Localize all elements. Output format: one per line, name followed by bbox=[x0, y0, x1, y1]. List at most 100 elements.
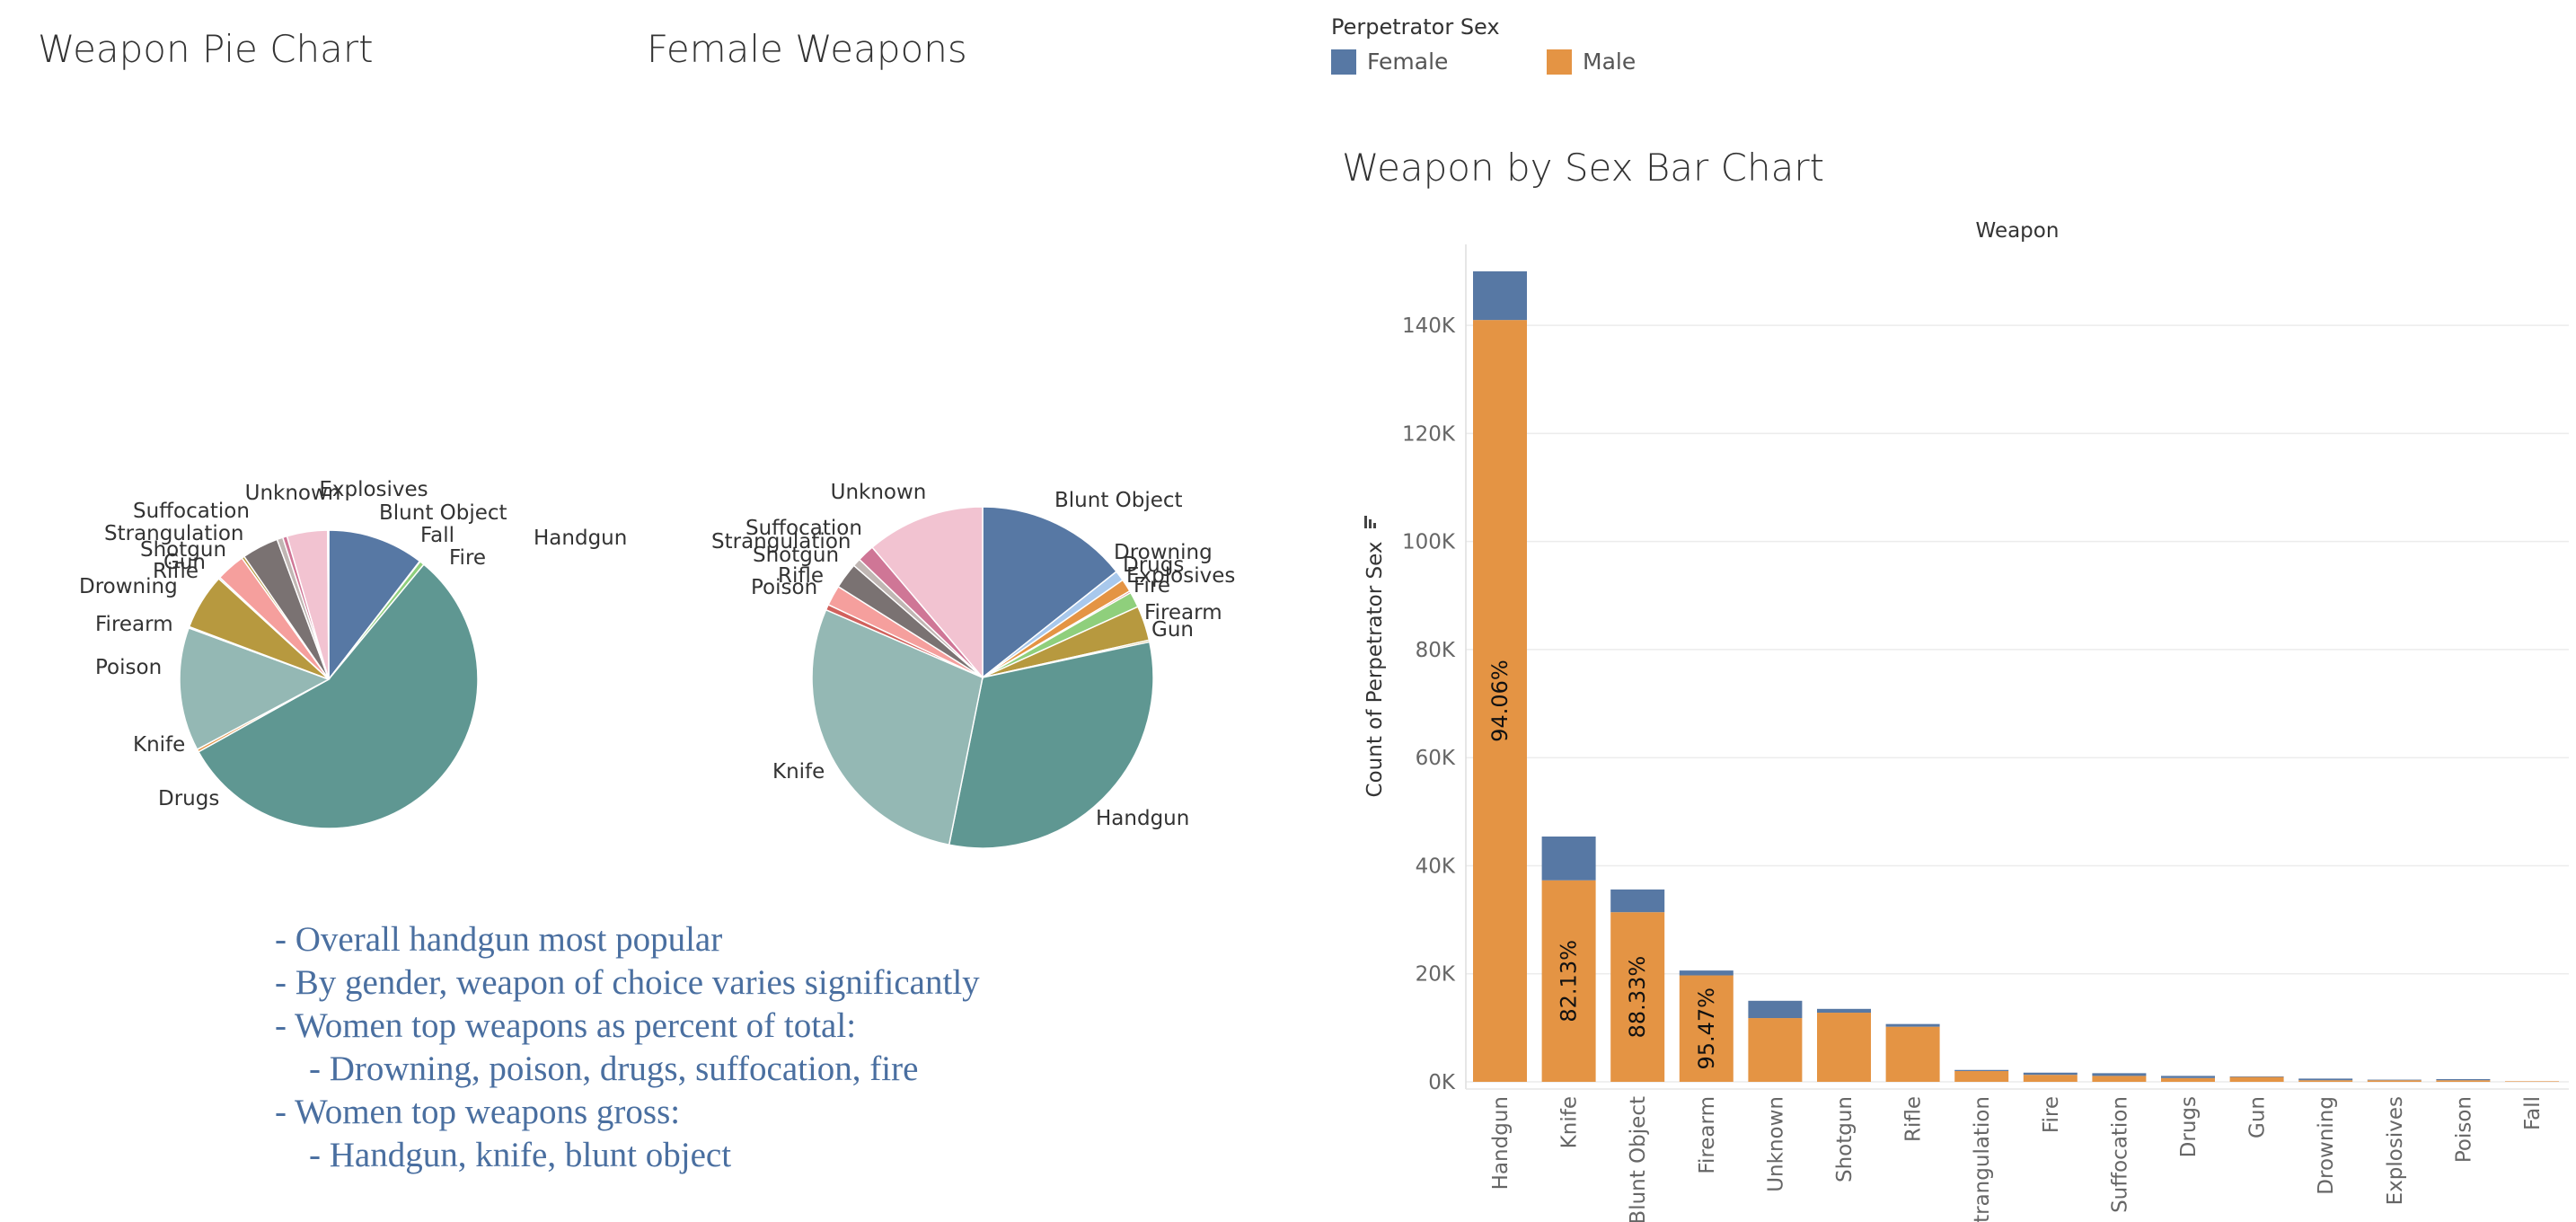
bar-male-strangulation[interactable] bbox=[1954, 1070, 2009, 1082]
note-line: - Women top weapons gross: bbox=[275, 1093, 681, 1131]
x-tick-label-blunt-object: Blunt Object bbox=[1627, 1096, 1650, 1222]
bar-male-fall[interactable] bbox=[2505, 1081, 2559, 1082]
note-line: - By gender, weapon of choice varies sig… bbox=[275, 963, 980, 1002]
pie2-label-firearm: Firearm bbox=[1144, 601, 1222, 624]
bar-female-firearm[interactable] bbox=[1679, 970, 1734, 976]
pie1-label-poison: Poison bbox=[95, 656, 162, 679]
pie2-label-unknown: Unknown bbox=[831, 481, 927, 504]
note-line: - Handgun, knife, blunt object bbox=[309, 1136, 732, 1174]
legend-item-female[interactable]: Female bbox=[1331, 49, 1547, 75]
x-tick-label-knife: Knife bbox=[1558, 1096, 1582, 1148]
bar-female-suffocation[interactable] bbox=[2092, 1073, 2147, 1076]
pie1-slice-explosives[interactable] bbox=[327, 529, 330, 680]
pie1-label-firearm: Firearm bbox=[95, 613, 173, 636]
note-line: - Drowning, poison, drugs, suffocation, … bbox=[309, 1049, 919, 1088]
bar-chart-title: Weapon by Sex Bar Chart bbox=[1342, 146, 1825, 190]
note-line: - Overall handgun most popular bbox=[275, 920, 723, 959]
pie2-label-explosives: Explosives bbox=[1126, 564, 1235, 588]
y-tick-label: 100K bbox=[1402, 531, 1456, 554]
pie1-slice-knife[interactable] bbox=[179, 626, 331, 751]
bar-female-gun[interactable] bbox=[2229, 1076, 2284, 1077]
pie2-label-gun: Gun bbox=[1151, 618, 1194, 642]
legend-swatch-male bbox=[1547, 49, 1572, 75]
bar-pct-label-firearm: 95.47% bbox=[1694, 987, 1719, 1070]
bar-male-drugs[interactable] bbox=[2161, 1077, 2215, 1082]
bar-female-fire[interactable] bbox=[2023, 1072, 2078, 1076]
bar-pct-label-handgun: 94.06% bbox=[1487, 660, 1513, 742]
pie2-slice-unknown[interactable] bbox=[871, 506, 984, 680]
sort-icon[interactable] bbox=[1364, 516, 1367, 528]
bar-female-knife[interactable] bbox=[1541, 836, 1596, 881]
bar-female-explosives[interactable] bbox=[2367, 1079, 2422, 1081]
x-tick-label-explosives: Explosives bbox=[2384, 1096, 2407, 1205]
pie2-slice-handgun[interactable] bbox=[948, 641, 1154, 849]
x-tick-label-drowning: Drowning bbox=[2315, 1096, 2338, 1195]
sex-legend[interactable]: Perpetrator Sex Female Male bbox=[1331, 14, 1762, 75]
bar-male-firearm[interactable] bbox=[1679, 975, 1734, 1082]
y-tick-label: 0K bbox=[1428, 1071, 1456, 1094]
sort-icon[interactable] bbox=[1369, 519, 1372, 528]
pie1-label-fire: Fire bbox=[449, 546, 486, 570]
y-tick-label: 120K bbox=[1402, 422, 1456, 446]
pie2-slice-knife[interactable] bbox=[811, 608, 984, 846]
bar-male-explosives[interactable] bbox=[2367, 1080, 2422, 1082]
bar-male-poison[interactable] bbox=[2436, 1080, 2491, 1082]
x-tick-label-unknown: Unknown bbox=[1764, 1096, 1787, 1192]
bar-male-shotgun[interactable] bbox=[1817, 1013, 1871, 1082]
bar-female-shotgun[interactable] bbox=[1817, 1008, 1871, 1014]
y-tick-label: 140K bbox=[1402, 314, 1456, 338]
y-tick-label: 60K bbox=[1416, 747, 1456, 770]
pie1-label-drugs: Drugs bbox=[158, 787, 219, 810]
pie2-label-rifle: Rifle bbox=[778, 564, 824, 588]
x-tick-label-fire: Fire bbox=[2040, 1096, 2063, 1133]
bar-male-suffocation[interactable] bbox=[2092, 1076, 2147, 1082]
pie1-label-blunt-object: Blunt Object bbox=[379, 501, 507, 525]
pie1-label-gun: Gun bbox=[163, 551, 206, 574]
pie2-label-fire: Fire bbox=[1134, 574, 1170, 598]
legend-label-male: Male bbox=[1583, 49, 1636, 75]
pie1-label-handgun: Handgun bbox=[534, 527, 627, 550]
bar-female-drugs[interactable] bbox=[2161, 1076, 2215, 1078]
bar-male-knife[interactable] bbox=[1541, 880, 1596, 1082]
x-tick-label-drugs: Drugs bbox=[2177, 1096, 2201, 1157]
sort-icon[interactable] bbox=[1373, 523, 1376, 528]
bar-female-strangulation[interactable] bbox=[1954, 1069, 2009, 1071]
legend-item-male[interactable]: Male bbox=[1547, 49, 1762, 75]
pie2-label-poison: Poison bbox=[751, 576, 817, 599]
pie2-label-suffocation: Suffocation bbox=[745, 517, 862, 540]
female-pie-title: Female Weapons bbox=[647, 27, 967, 71]
x-axis-title: Weapon bbox=[1976, 219, 2060, 243]
pie2-label-handgun: Handgun bbox=[1096, 807, 1189, 830]
bar-male-unknown[interactable] bbox=[1748, 1018, 1803, 1082]
pie1-label-unknown: Unknown bbox=[245, 482, 341, 505]
x-tick-label-rifle: Rifle bbox=[1902, 1096, 1926, 1142]
pie1-label-strangulation: Strangulation bbox=[104, 522, 243, 545]
pie1-label-rifle: Rifle bbox=[153, 560, 198, 583]
pie2-label-blunt-object: Blunt Object bbox=[1054, 489, 1183, 512]
bar-male-gun[interactable] bbox=[2229, 1076, 2284, 1082]
x-tick-label-fall: Fall bbox=[2521, 1096, 2545, 1130]
bar-male-blunt-object[interactable] bbox=[1610, 912, 1665, 1082]
bar-female-unknown[interactable] bbox=[1748, 1000, 1803, 1019]
legend-label-female: Female bbox=[1367, 49, 1449, 75]
bar-male-rifle[interactable] bbox=[1885, 1026, 1940, 1082]
pie1-label-drowning: Drowning bbox=[79, 575, 178, 598]
note-line: - Women top weapons as percent of total: bbox=[275, 1006, 857, 1045]
bar-pct-label-blunt-object: 88.33% bbox=[1625, 956, 1650, 1039]
pie1-slice-blunt-object[interactable] bbox=[328, 529, 421, 682]
bar-male-handgun[interactable] bbox=[1473, 320, 1527, 1082]
pie2-slice-blunt-object[interactable] bbox=[982, 506, 1118, 679]
x-tick-label-firearm: Firearm bbox=[1696, 1096, 1719, 1174]
pie1-label-suffocation: Suffocation bbox=[133, 500, 250, 523]
bar-female-rifle[interactable] bbox=[1885, 1023, 1940, 1027]
bar-male-drowning[interactable] bbox=[2298, 1080, 2353, 1082]
notes-annotation: - Overall handgun most popular - By gend… bbox=[275, 918, 980, 1177]
bar-male-fire[interactable] bbox=[2023, 1075, 2078, 1082]
y-axis-title: Count of Perpetrator Sex bbox=[1363, 542, 1387, 798]
pie1-slice-handgun[interactable] bbox=[197, 563, 479, 829]
bar-female-poison[interactable] bbox=[2436, 1078, 2491, 1081]
bar-female-blunt-object[interactable] bbox=[1610, 889, 1665, 913]
bar-female-handgun[interactable] bbox=[1473, 271, 1527, 321]
overall-pie-title: Weapon Pie Chart bbox=[38, 27, 374, 71]
bar-female-drowning[interactable] bbox=[2298, 1078, 2353, 1081]
